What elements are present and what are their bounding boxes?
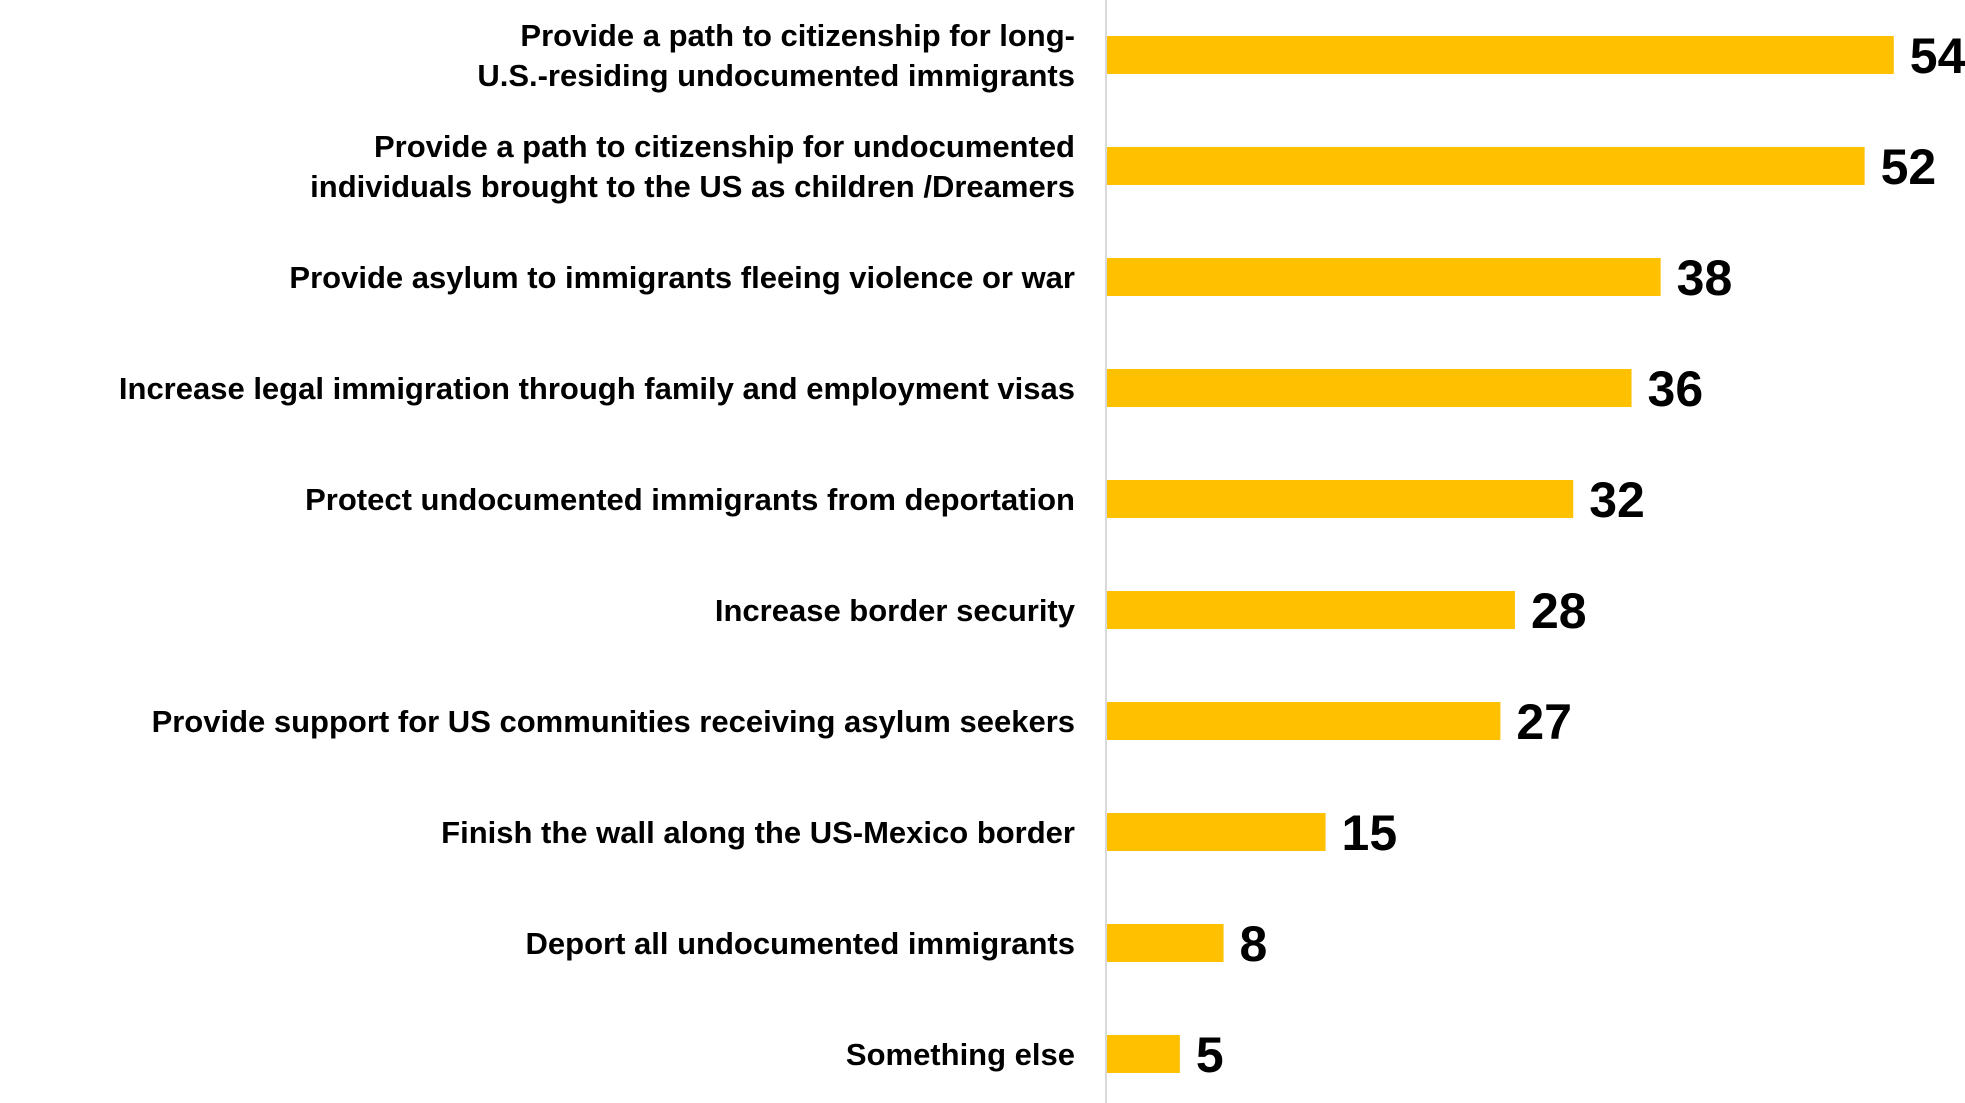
- category-label-line: Deport all undocumented immigrants: [526, 926, 1075, 961]
- category-label: Protect undocumented immigrants from dep…: [305, 482, 1075, 517]
- category-label: Increase border security: [715, 593, 1076, 628]
- category-label: Something else: [846, 1037, 1075, 1072]
- category-label-line: Provide support for US communities recei…: [152, 704, 1075, 739]
- data-label: 15: [1342, 805, 1398, 861]
- data-label: 32: [1589, 472, 1645, 528]
- bar: [1107, 591, 1515, 629]
- bar: [1107, 813, 1326, 851]
- category-label-line: Provide a path to citizenship for long-: [520, 18, 1075, 53]
- bar: [1107, 924, 1224, 962]
- data-label: 38: [1677, 250, 1733, 306]
- category-label: Provide a path to citizenship for undocu…: [310, 129, 1075, 204]
- data-label: 27: [1516, 694, 1572, 750]
- category-label-line: U.S.-residing undocumented immigrants: [477, 58, 1075, 93]
- category-label-line: Something else: [846, 1037, 1075, 1072]
- category-label-line: Protect undocumented immigrants from dep…: [305, 482, 1075, 517]
- category-label: Deport all undocumented immigrants: [526, 926, 1075, 961]
- category-label: Finish the wall along the US-Mexico bord…: [441, 815, 1075, 850]
- bar: [1107, 147, 1865, 185]
- category-label-line: Provide a path to citizenship for undocu…: [374, 129, 1075, 164]
- bars: [1107, 36, 1894, 1073]
- category-label-line: Finish the wall along the US-Mexico bord…: [441, 815, 1075, 850]
- category-label: Provide support for US communities recei…: [152, 704, 1075, 739]
- bar: [1107, 258, 1661, 296]
- bar: [1107, 702, 1501, 740]
- category-label-line: Increase legal immigration through famil…: [119, 371, 1075, 406]
- category-label: Provide asylum to immigrants fleeing vio…: [289, 260, 1075, 295]
- data-label: 5: [1196, 1027, 1224, 1083]
- bar: [1107, 480, 1574, 518]
- bar: [1107, 1035, 1180, 1073]
- bar: [1107, 369, 1632, 407]
- category-label-line: Increase border security: [715, 593, 1076, 628]
- category-label: Provide a path to citizenship for long- U…: [477, 18, 1075, 93]
- data-label: 54: [1910, 28, 1965, 84]
- category-label: Increase legal immigration through famil…: [119, 371, 1075, 406]
- category-label-line: individuals brought to the US as childre…: [310, 169, 1075, 204]
- bar: [1107, 36, 1894, 74]
- data-label: 52: [1881, 139, 1937, 195]
- data-label: 28: [1531, 583, 1587, 639]
- data-label: 8: [1240, 916, 1268, 972]
- category-labels: Provide a path to citizenship for long- U…: [119, 18, 1076, 1072]
- data-label: 36: [1648, 361, 1704, 417]
- category-label-line: Provide asylum to immigrants fleeing vio…: [289, 260, 1075, 295]
